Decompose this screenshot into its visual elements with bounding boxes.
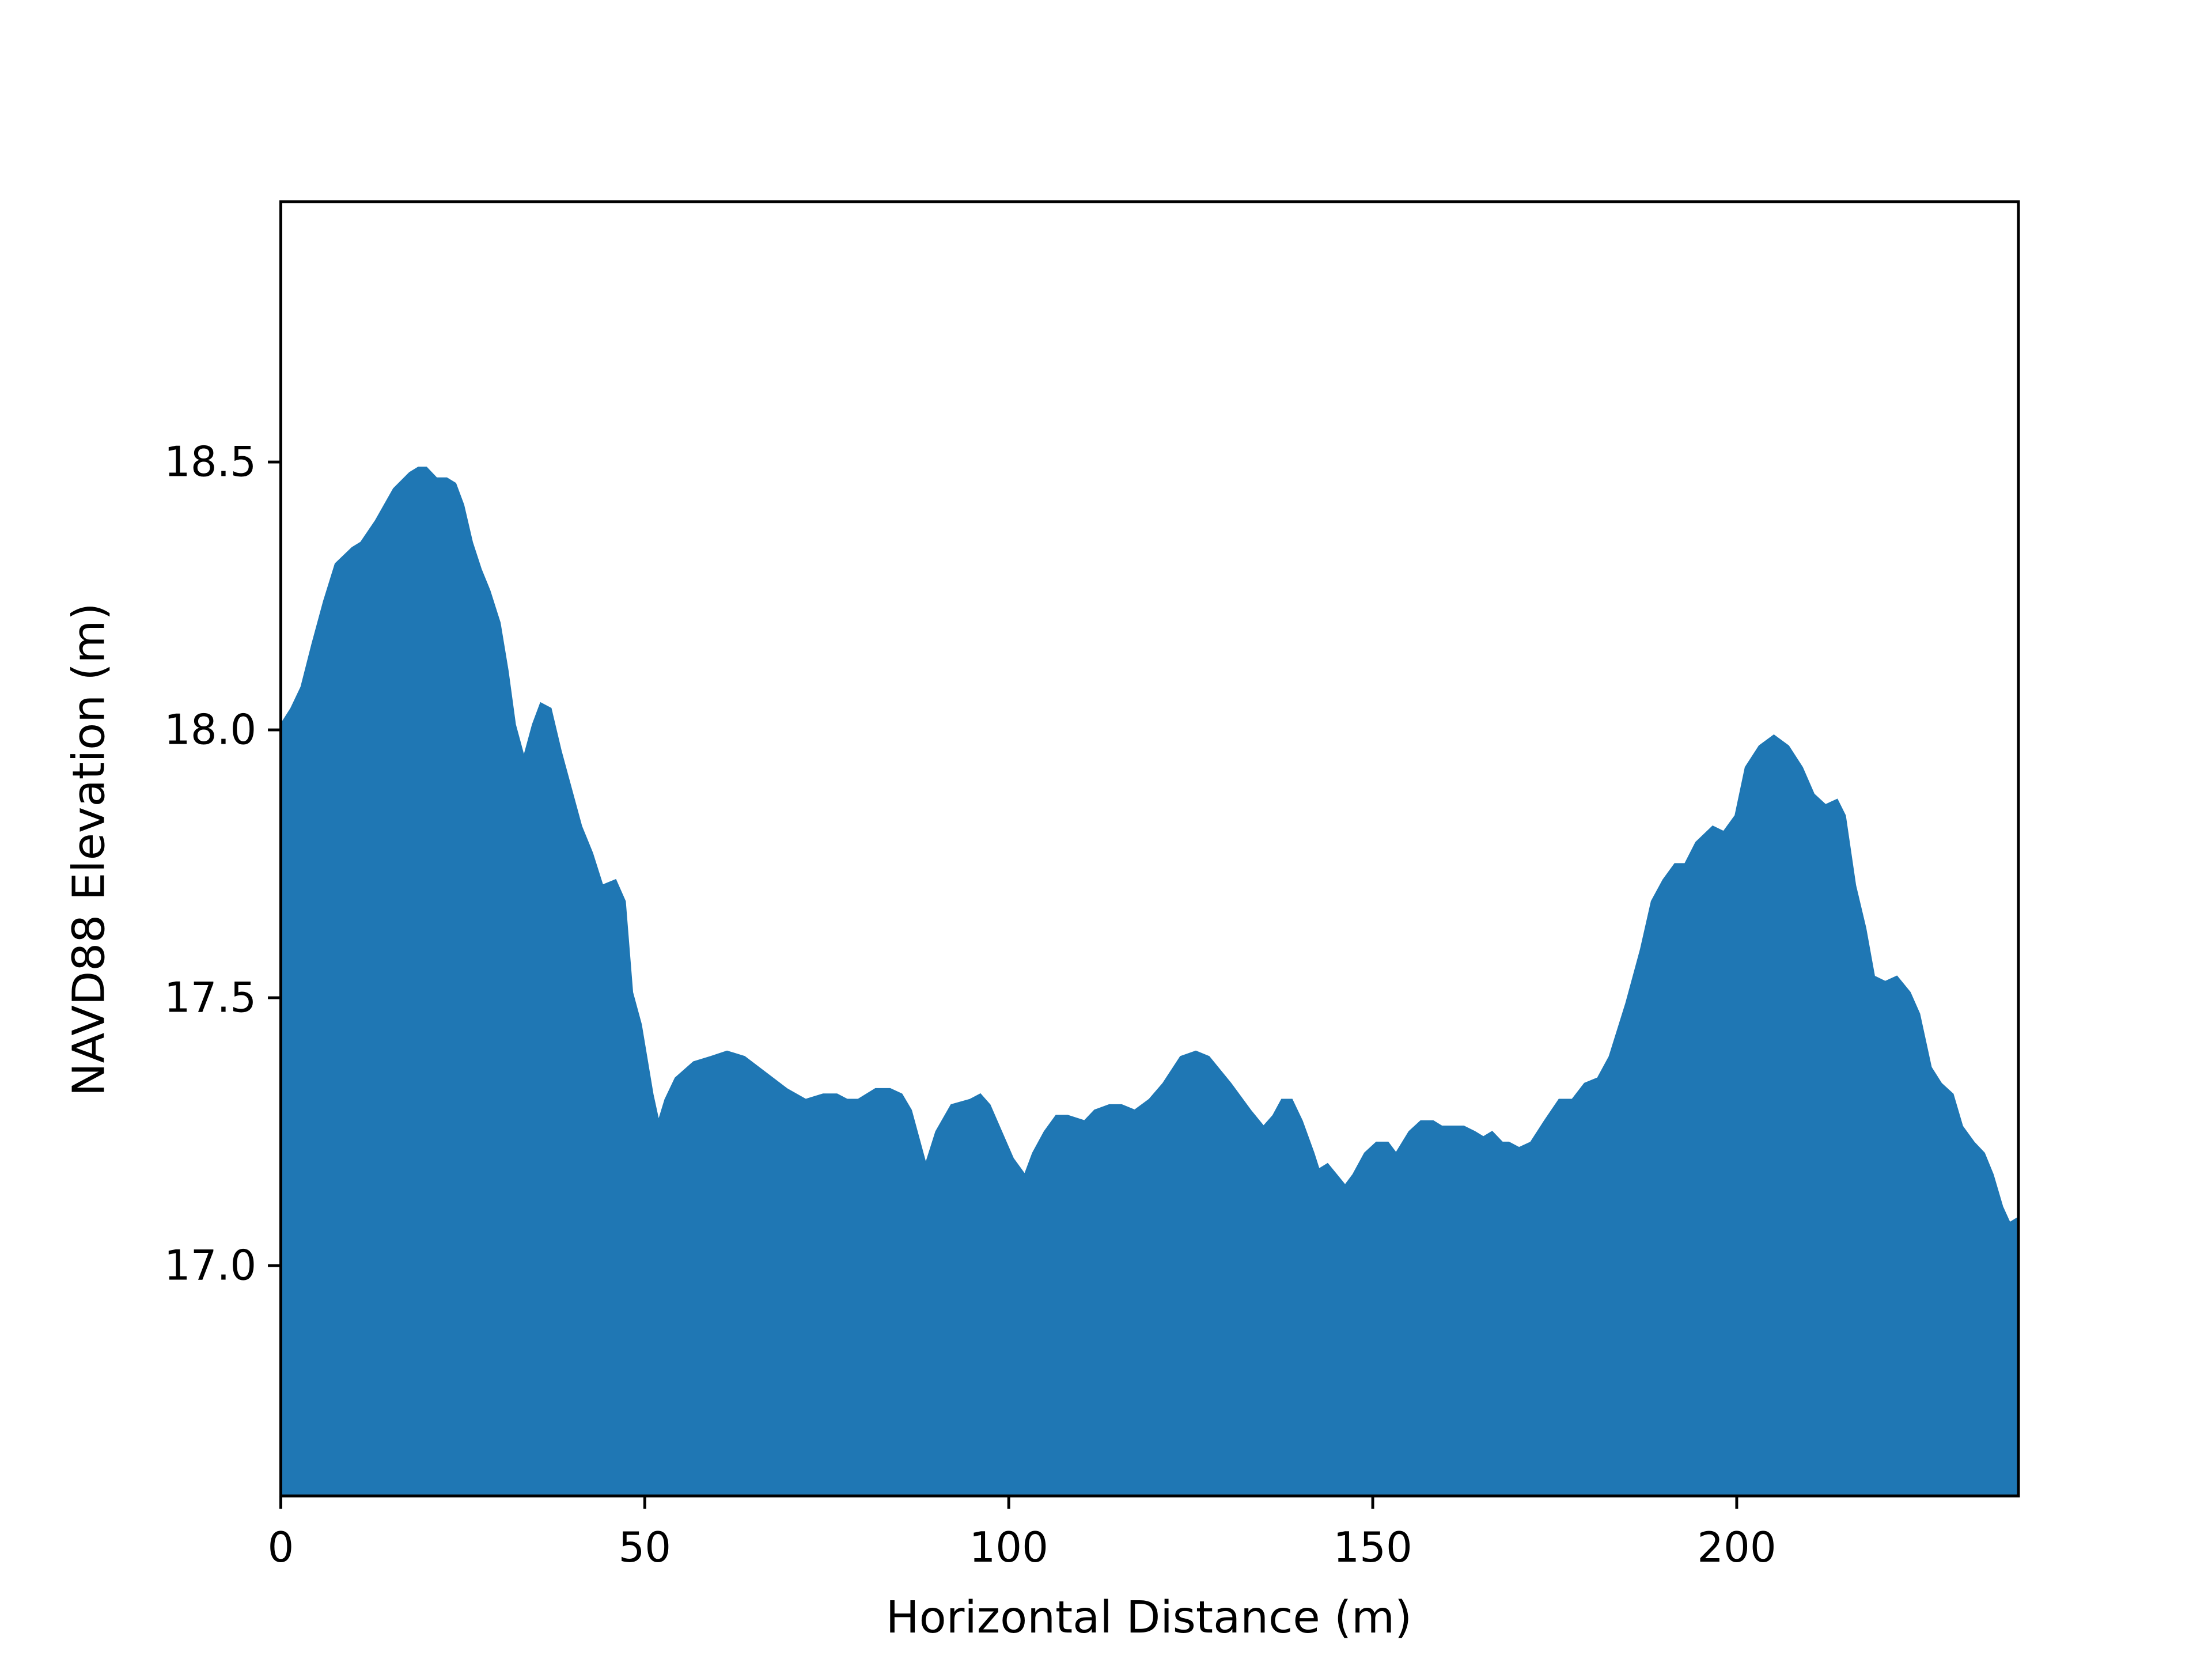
x-tick-label: 150	[1333, 1523, 1412, 1571]
x-tick-label: 0	[268, 1523, 294, 1571]
y-tick-label: 17.5	[164, 974, 256, 1022]
y-tick-label: 18.0	[164, 706, 256, 754]
x-tick-label: 50	[619, 1523, 672, 1571]
x-tick-label: 200	[1697, 1523, 1776, 1571]
y-tick-label: 18.5	[164, 438, 256, 486]
y-tick-label: 17.0	[164, 1241, 256, 1290]
plot-frame	[279, 200, 2020, 1498]
x-tick-label: 100	[969, 1523, 1048, 1571]
x-axis-label: Horizontal Distance (m)	[886, 1592, 1412, 1643]
area	[280, 467, 2020, 1497]
y-axis-label: NAVD88 Elevation (m)	[64, 603, 115, 1096]
